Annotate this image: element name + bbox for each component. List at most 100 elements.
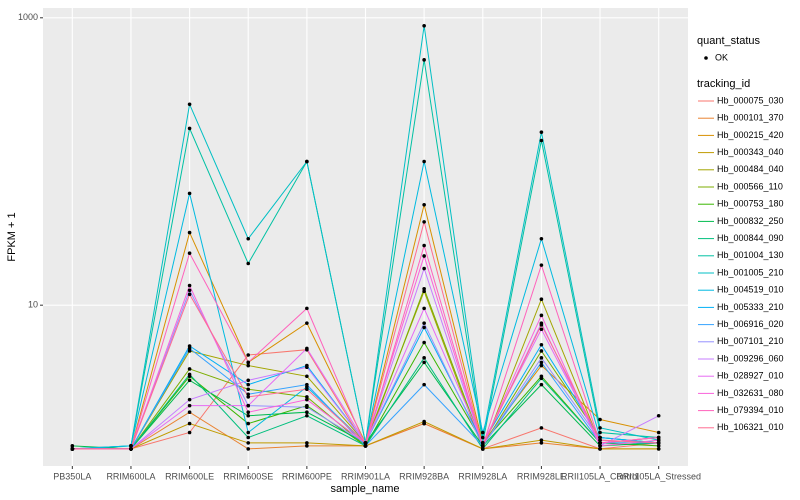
data-point xyxy=(598,417,602,422)
data-point xyxy=(246,360,251,365)
data-point xyxy=(539,327,544,332)
x-tick-label: RRIM901LA xyxy=(341,471,390,481)
data-point xyxy=(598,430,602,435)
data-point xyxy=(656,441,661,445)
data-point xyxy=(539,343,544,347)
data-point xyxy=(187,378,192,383)
data-point xyxy=(246,392,251,397)
data-point xyxy=(246,421,251,426)
legend-label: Hb_006916_020 xyxy=(717,319,784,329)
data-point xyxy=(539,441,544,445)
legend-label: Hb_032631_080 xyxy=(717,388,784,398)
data-point xyxy=(480,441,485,445)
data-point xyxy=(129,444,133,448)
data-point xyxy=(422,356,426,360)
data-point xyxy=(246,447,251,451)
y-tick-label: 1000 xyxy=(18,12,38,22)
data-point xyxy=(422,340,426,345)
data-point xyxy=(422,220,426,224)
data-point xyxy=(422,254,426,258)
data-point xyxy=(422,202,426,207)
data-point xyxy=(656,435,661,440)
data-point xyxy=(305,441,309,445)
data-point xyxy=(305,346,309,351)
legend-label: Hb_079394_010 xyxy=(717,405,784,415)
data-point xyxy=(187,410,192,414)
data-point xyxy=(480,444,485,448)
data-point xyxy=(539,323,544,327)
data-point xyxy=(305,413,309,418)
x-tick-label: PB350LA xyxy=(53,471,91,481)
data-point xyxy=(70,447,75,451)
data-point xyxy=(539,236,544,241)
data-point xyxy=(480,435,485,440)
data-point xyxy=(246,236,251,241)
data-point xyxy=(187,230,192,235)
data-point xyxy=(539,426,544,430)
data-point xyxy=(187,191,192,196)
data-point xyxy=(246,353,251,357)
x-tick-label: RRII105LA_Stressed xyxy=(616,471,701,481)
data-point xyxy=(187,251,192,256)
data-point xyxy=(656,413,661,418)
data-point xyxy=(305,365,309,370)
data-point xyxy=(598,447,602,451)
data-point xyxy=(539,313,544,318)
data-point xyxy=(187,288,192,293)
data-point xyxy=(305,444,309,448)
data-point xyxy=(422,23,426,28)
x-tick-label: RRIM600LA xyxy=(106,471,155,481)
legend-label: Hb_000075_030 xyxy=(717,95,784,105)
x-tick-label: RRIM600LE xyxy=(165,471,214,481)
data-point xyxy=(129,447,133,451)
legend-label: Hb_005333_210 xyxy=(717,302,784,312)
legend-label: Hb_000753_180 xyxy=(717,199,784,209)
data-point xyxy=(422,306,426,311)
legend-point-key xyxy=(704,56,708,60)
data-point xyxy=(246,382,251,387)
data-point xyxy=(539,382,544,387)
data-point xyxy=(70,444,75,448)
x-tick-label: RRIM928LE xyxy=(517,471,566,481)
data-point xyxy=(539,130,544,134)
legend-label: Hb_000844_090 xyxy=(717,233,784,243)
data-point xyxy=(305,306,309,311)
data-point xyxy=(305,374,309,379)
data-point xyxy=(305,382,309,387)
data-point xyxy=(539,356,544,360)
y-axis-title: FPKM + 1 xyxy=(6,212,18,261)
data-point xyxy=(422,159,426,164)
data-point xyxy=(539,360,544,365)
x-tick-label: RRIM928BA xyxy=(399,471,449,481)
legend-label: Hb_000343_040 xyxy=(717,147,784,157)
data-point xyxy=(246,413,251,418)
data-point xyxy=(246,378,251,383)
legend-label: Hb_009296_060 xyxy=(717,353,784,363)
legend-label: Hb_000566_110 xyxy=(717,181,783,191)
x-tick-label: RRIM600PE xyxy=(282,471,332,481)
legend-label: Hb_001004_130 xyxy=(717,250,784,260)
data-point xyxy=(246,435,251,440)
legend-label: Hb_106321_010 xyxy=(717,422,784,432)
legend-title: tracking_id xyxy=(697,78,750,90)
legend-label: Hb_000832_250 xyxy=(717,216,784,226)
x-tick-label: RRII105LA_Control xyxy=(561,471,639,481)
data-point xyxy=(246,387,251,392)
data-point xyxy=(187,397,192,402)
data-point xyxy=(539,263,544,267)
data-point xyxy=(539,438,544,442)
data-point xyxy=(656,444,661,448)
legend-label: Hb_007101_210 xyxy=(717,336,784,346)
data-point xyxy=(656,447,661,451)
data-point xyxy=(422,266,426,271)
data-point xyxy=(246,441,251,445)
legend-label: Hb_028927_010 xyxy=(717,371,784,381)
legend-label: OK xyxy=(715,52,728,62)
data-point xyxy=(246,430,251,435)
y-tick-label: 10 xyxy=(28,300,38,310)
data-point xyxy=(422,58,426,62)
data-point xyxy=(598,426,602,430)
data-point xyxy=(422,382,426,387)
x-tick-label: RRIM600SE xyxy=(223,471,273,481)
